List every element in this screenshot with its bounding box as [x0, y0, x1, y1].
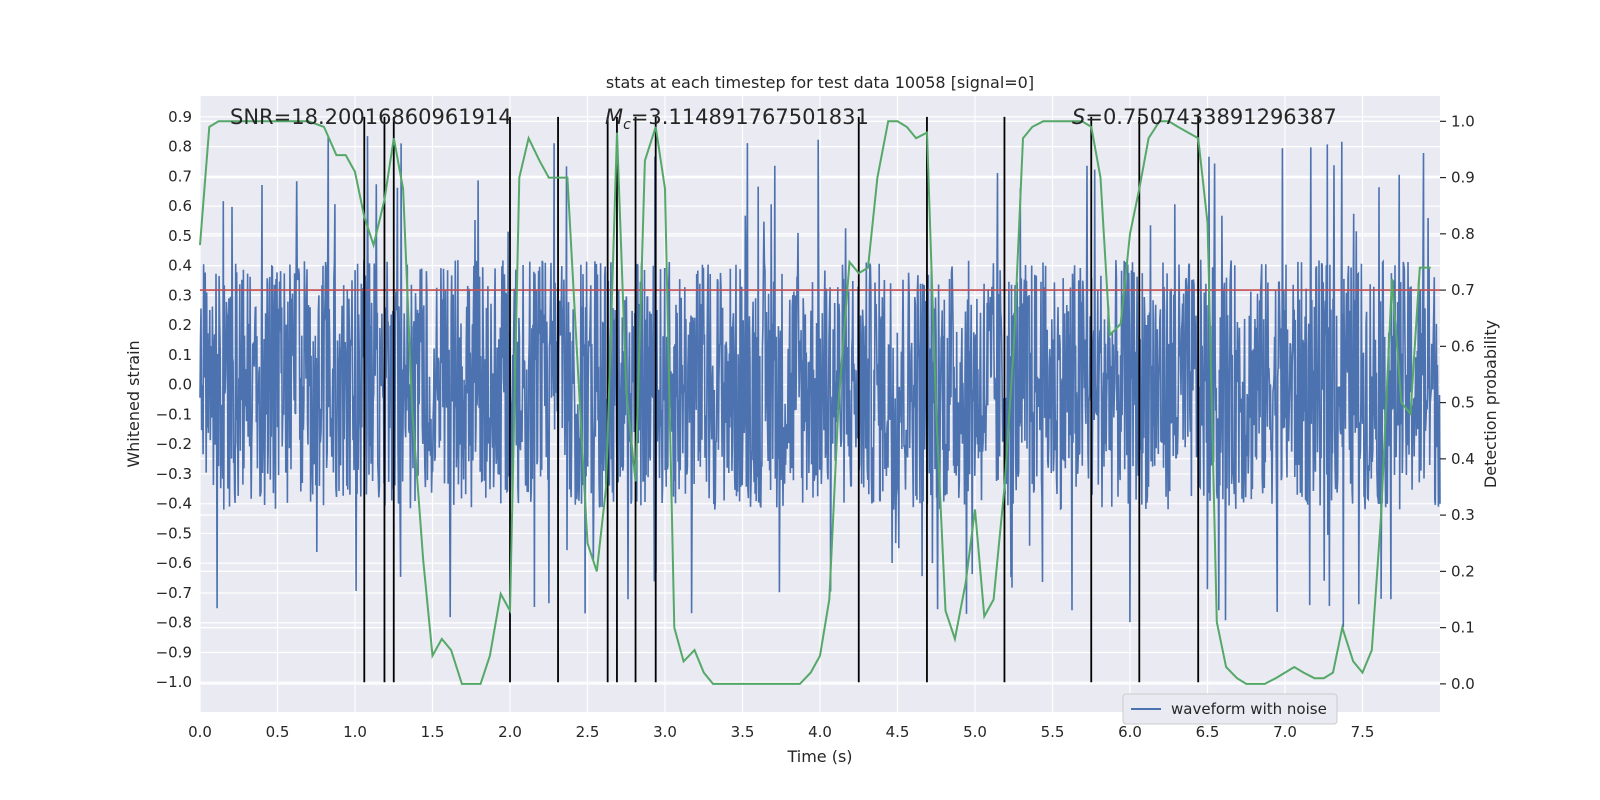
y2-tick-label: 0.3 [1451, 506, 1475, 524]
y-tick-label: −0.9 [156, 643, 192, 661]
y2-tick-label: 0.7 [1451, 281, 1475, 299]
x-tick-label: 0.0 [188, 723, 212, 741]
detection-probability-line [199, 120, 1431, 685]
y2-tick-label: 0.8 [1451, 225, 1475, 243]
s-value: =0.7507433891296387 [1085, 105, 1336, 129]
chirp-mass-symbol: M [605, 105, 623, 129]
y2-tick-label: 1.0 [1451, 112, 1475, 130]
x-tick-label: 5.0 [963, 723, 987, 741]
x-tick-label: 4.0 [808, 723, 832, 741]
y-tick-label: 0.5 [168, 227, 192, 245]
y-tick-label: −0.7 [156, 584, 192, 602]
x-axis-ticks: 0.0 0.5 1.0 1.5 2.0 2.5 3.0 3.5 4.0 4.5 5.0 5.5 6.0 6… [188, 723, 1374, 741]
y2-tick-label: 0.0 [1451, 675, 1475, 693]
x-tick-label: 1.0 [343, 723, 367, 741]
x-tick-label: 2.5 [576, 723, 600, 741]
chart-title: stats at each timestep for test data 100… [606, 73, 1034, 92]
y-tick-label: 0.1 [168, 346, 192, 364]
y-tick-label: 0.6 [168, 197, 192, 215]
x-tick-label: 5.5 [1041, 723, 1065, 741]
y-tick-label: 0.3 [168, 286, 192, 304]
y2-axis-ticks: 1.0 0.9 0.8 0.7 0.6 0.5 0.4 0.3 0.2 0.1 0.0 [1440, 112, 1475, 693]
y-tick-label: 0.8 [168, 138, 192, 156]
x-tick-label: 3.5 [731, 723, 755, 741]
y-tick-label: −0.2 [156, 435, 192, 453]
s-annotation: S=0.7507433891296387 [1072, 105, 1337, 129]
x-tick-label: 0.5 [266, 723, 290, 741]
y-axis-ticks: 0.9 0.8 0.7 0.6 0.5 0.4 0.3 0.2 0.1 0.0 −0.1 −0.2 −0… [156, 108, 192, 691]
y-tick-label: −0.1 [156, 405, 192, 423]
x-tick-label: 3.0 [653, 723, 677, 741]
chirp-mass-subscript: c [623, 117, 631, 133]
snr-annotation: SNR=18.20016860961914 [230, 105, 512, 129]
x-tick-label: 2.0 [498, 723, 522, 741]
y-tick-label: 0.0 [168, 376, 192, 394]
y-tick-label: −0.6 [156, 554, 192, 572]
legend: waveform with noise [1122, 693, 1338, 725]
y-tick-label: −0.3 [156, 465, 192, 483]
x-tick-label: 6.5 [1196, 723, 1220, 741]
legend-box [1122, 693, 1338, 725]
x-tick-label: 7.0 [1273, 723, 1297, 741]
y2-axis-label: Detection probability [1481, 320, 1500, 488]
s-symbol: S [1072, 105, 1085, 129]
y2-tick-label: 0.4 [1451, 450, 1475, 468]
x-tick-label: 7.5 [1351, 723, 1375, 741]
chirp-mass-annotation: Mc=3.114891767501831 [605, 105, 869, 133]
y-tick-label: −0.4 [156, 495, 192, 513]
waveform-line [199, 135, 1441, 628]
y-tick-label: 0.7 [168, 167, 192, 185]
y-tick-label: −0.8 [156, 614, 192, 632]
x-axis-label: Time (s) [786, 747, 852, 766]
y-tick-label: 0.2 [168, 316, 192, 334]
x-tick-label: 6.0 [1118, 723, 1142, 741]
y-tick-label: −1.0 [156, 673, 192, 691]
chirp-mass-value: =3.114891767501831 [631, 105, 869, 129]
x-tick-label: 4.5 [886, 723, 910, 741]
y-tick-label: 0.9 [168, 108, 192, 126]
y2-tick-label: 0.1 [1451, 619, 1475, 637]
y2-tick-label: 0.2 [1451, 562, 1475, 580]
y2-tick-label: 0.5 [1451, 394, 1475, 412]
y2-tick-label: 0.9 [1451, 169, 1475, 187]
detection-probability-series [199, 120, 1431, 685]
waveform-series [199, 135, 1441, 628]
y2-tick-label: 0.6 [1451, 337, 1475, 355]
x-tick-label: 1.5 [421, 723, 445, 741]
event-lines [363, 116, 1200, 683]
y-axis-label: Whitened strain [124, 340, 143, 467]
y-tick-label: 0.4 [168, 257, 192, 275]
legend-label: waveform with noise [1171, 700, 1327, 718]
y-tick-label: −0.5 [156, 524, 192, 542]
